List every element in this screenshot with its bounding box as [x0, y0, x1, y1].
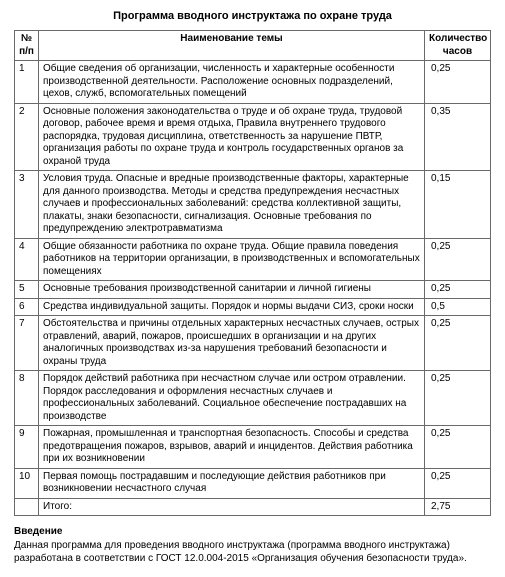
cell-num: 5 [15, 281, 39, 299]
col-header-topic: Наименование темы [39, 31, 425, 61]
cell-topic: Общие обязанности работника по охране тр… [39, 238, 425, 281]
cell-topic: Условия труда. Опасные и вредные произво… [39, 171, 425, 239]
intro-heading: Введение [14, 526, 491, 537]
table-row: 2Основные положения законодательства о т… [15, 103, 491, 171]
cell-hours: 0,25 [425, 238, 491, 281]
cell-hours: 0,25 [425, 316, 491, 371]
cell-topic: Основные положения законодательства о тр… [39, 103, 425, 171]
table-row: 10Первая помощь пострадавшим и последующ… [15, 468, 491, 498]
cell-num: 4 [15, 238, 39, 281]
col-header-num: № п/п [15, 31, 39, 61]
cell-topic: Пожарная, промышленная и транспортная бе… [39, 426, 425, 469]
table-row: 9Пожарная, промышленная и транспортная б… [15, 426, 491, 469]
table-row: 6Средства индивидуальной защиты. Порядок… [15, 298, 491, 316]
cell-footer-blank [15, 498, 39, 516]
cell-topic: Обстоятельства и причины отдельных харак… [39, 316, 425, 371]
cell-num: 10 [15, 468, 39, 498]
intro-text: Данная программа для проведения вводного… [14, 539, 491, 565]
table-footer-row: Итого:2,75 [15, 498, 491, 516]
table-row: 3Условия труда. Опасные и вредные произв… [15, 171, 491, 239]
cell-num: 2 [15, 103, 39, 171]
cell-num: 8 [15, 371, 39, 426]
cell-topic: Основные требования производственной сан… [39, 281, 425, 299]
cell-hours: 0,35 [425, 103, 491, 171]
program-table: № п/п Наименование темы Количество часов… [14, 30, 491, 516]
cell-num: 1 [15, 61, 39, 104]
cell-hours: 0,15 [425, 171, 491, 239]
table-row: 7Обстоятельства и причины отдельных хара… [15, 316, 491, 371]
table-row: 1Общие сведения об организации, численно… [15, 61, 491, 104]
doc-title: Программа вводного инструктажа по охране… [14, 10, 491, 22]
cell-num: 7 [15, 316, 39, 371]
table-row: 5Основные требования производственной са… [15, 281, 491, 299]
cell-hours: 0,25 [425, 426, 491, 469]
col-header-hours: Количество часов [425, 31, 491, 61]
cell-hours: 0,5 [425, 298, 491, 316]
cell-topic: Первая помощь пострадавшим и последующие… [39, 468, 425, 498]
cell-hours: 0,25 [425, 371, 491, 426]
cell-hours: 0,25 [425, 281, 491, 299]
cell-num: 9 [15, 426, 39, 469]
cell-topic: Порядок действий работника при несчастно… [39, 371, 425, 426]
cell-topic: Общие сведения об организации, численнос… [39, 61, 425, 104]
table-header-row: № п/п Наименование темы Количество часов [15, 31, 491, 61]
table-row: 4Общие обязанности работника по охране т… [15, 238, 491, 281]
cell-footer-hours: 2,75 [425, 498, 491, 516]
cell-topic: Средства индивидуальной защиты. Порядок … [39, 298, 425, 316]
cell-hours: 0,25 [425, 61, 491, 104]
cell-num: 6 [15, 298, 39, 316]
cell-num: 3 [15, 171, 39, 239]
cell-hours: 0,25 [425, 468, 491, 498]
cell-footer-label: Итого: [39, 498, 425, 516]
table-row: 8Порядок действий работника при несчастн… [15, 371, 491, 426]
